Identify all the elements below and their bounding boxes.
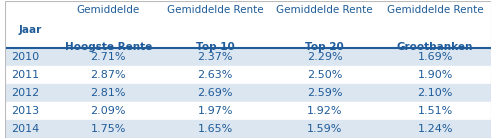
Text: 2012: 2012 [11,88,39,98]
Text: 2.71%: 2.71% [90,52,126,62]
Text: 1.75%: 1.75% [91,124,126,134]
Bar [5,66,491,84]
Text: 1.59%: 1.59% [307,124,342,134]
Text: 2.09%: 2.09% [90,106,126,116]
Text: 2.81%: 2.81% [90,88,126,98]
Text: 1.90%: 1.90% [418,70,453,80]
Text: 2014: 2014 [11,124,39,134]
Text: 2.37%: 2.37% [197,52,233,62]
Text: 1.65%: 1.65% [197,124,233,134]
Text: 1.97%: 1.97% [197,106,233,116]
Text: 1.24%: 1.24% [418,124,453,134]
Text: 2.63%: 2.63% [197,70,233,80]
Text: 2.87%: 2.87% [90,70,126,80]
Text: Grootbanken: Grootbanken [397,42,473,52]
Text: Top 10: Top 10 [196,42,235,52]
Text: Gemiddelde Rente: Gemiddelde Rente [387,5,484,15]
Text: Top 20: Top 20 [305,42,344,52]
Text: 2.50%: 2.50% [307,70,342,80]
Text: 2011: 2011 [11,70,39,80]
Text: Gemiddelde Rente: Gemiddelde Rente [276,5,373,15]
Text: Hoogste Rente: Hoogste Rente [64,42,152,52]
Text: Gemiddelde Rente: Gemiddelde Rente [167,5,263,15]
Text: 2.10%: 2.10% [418,88,453,98]
Text: 2.59%: 2.59% [307,88,342,98]
Text: Jaar: Jaar [19,25,42,35]
Text: 2010: 2010 [11,52,39,62]
Bar [5,84,491,102]
Bar [5,102,491,120]
Text: 2.29%: 2.29% [307,52,342,62]
Bar [5,48,491,66]
Text: 1.92%: 1.92% [307,106,342,116]
Text: Gemiddelde: Gemiddelde [76,5,140,15]
Text: 1.51%: 1.51% [418,106,453,116]
Text: 2013: 2013 [11,106,39,116]
Bar [5,1,491,48]
Bar [5,120,491,138]
Text: 1.69%: 1.69% [418,52,453,62]
Text: 2.69%: 2.69% [197,88,233,98]
